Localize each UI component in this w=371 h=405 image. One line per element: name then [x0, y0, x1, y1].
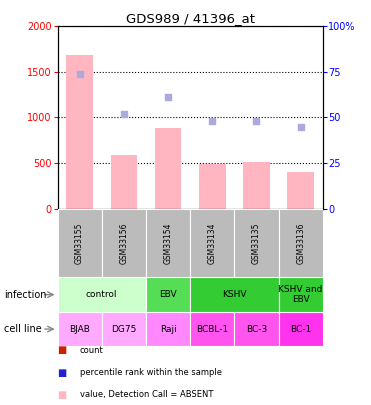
Bar — [243, 162, 270, 209]
Bar — [66, 55, 93, 209]
Bar — [279, 277, 323, 312]
Bar — [279, 209, 323, 277]
Bar — [288, 172, 314, 209]
Bar — [58, 312, 102, 346]
Bar — [102, 209, 146, 277]
Text: GSM33154: GSM33154 — [164, 222, 173, 264]
Text: BC-1: BC-1 — [290, 324, 311, 334]
Text: control: control — [86, 290, 118, 299]
Bar — [190, 312, 234, 346]
Text: ■: ■ — [58, 345, 67, 355]
Bar — [234, 312, 279, 346]
Point — [165, 94, 171, 101]
Text: ■: ■ — [58, 390, 67, 400]
Bar — [199, 164, 226, 209]
Text: GSM33156: GSM33156 — [119, 222, 128, 264]
Text: KSHV and
EBV: KSHV and EBV — [279, 285, 323, 304]
Title: GDS989 / 41396_at: GDS989 / 41396_at — [126, 12, 255, 25]
Text: GSM33134: GSM33134 — [208, 222, 217, 264]
Text: GSM33155: GSM33155 — [75, 222, 84, 264]
Point — [77, 70, 83, 77]
Text: value, Detection Call = ABSENT: value, Detection Call = ABSENT — [80, 390, 213, 399]
Text: DG75: DG75 — [111, 324, 137, 334]
Point — [209, 118, 215, 124]
Bar — [146, 277, 190, 312]
Bar — [111, 155, 137, 209]
Bar — [279, 312, 323, 346]
Bar — [146, 209, 190, 277]
Bar — [102, 312, 146, 346]
Bar — [58, 209, 102, 277]
Point — [298, 123, 303, 130]
Bar — [234, 209, 279, 277]
Text: percentile rank within the sample: percentile rank within the sample — [80, 368, 222, 377]
Bar — [190, 277, 279, 312]
Text: count: count — [80, 346, 104, 355]
Bar — [146, 312, 190, 346]
Bar — [155, 128, 181, 209]
Text: BCBL-1: BCBL-1 — [196, 324, 229, 334]
Text: GSM33136: GSM33136 — [296, 222, 305, 264]
Text: ■: ■ — [58, 368, 67, 377]
Text: infection: infection — [4, 290, 46, 300]
Text: BC-3: BC-3 — [246, 324, 267, 334]
Text: cell line: cell line — [4, 324, 42, 334]
Point — [121, 111, 127, 117]
Point — [253, 118, 259, 124]
Text: EBV: EBV — [159, 290, 177, 299]
Bar — [58, 277, 146, 312]
Bar — [190, 209, 234, 277]
Text: BJAB: BJAB — [69, 324, 90, 334]
Text: Raji: Raji — [160, 324, 176, 334]
Text: GSM33135: GSM33135 — [252, 222, 261, 264]
Text: KSHV: KSHV — [222, 290, 247, 299]
